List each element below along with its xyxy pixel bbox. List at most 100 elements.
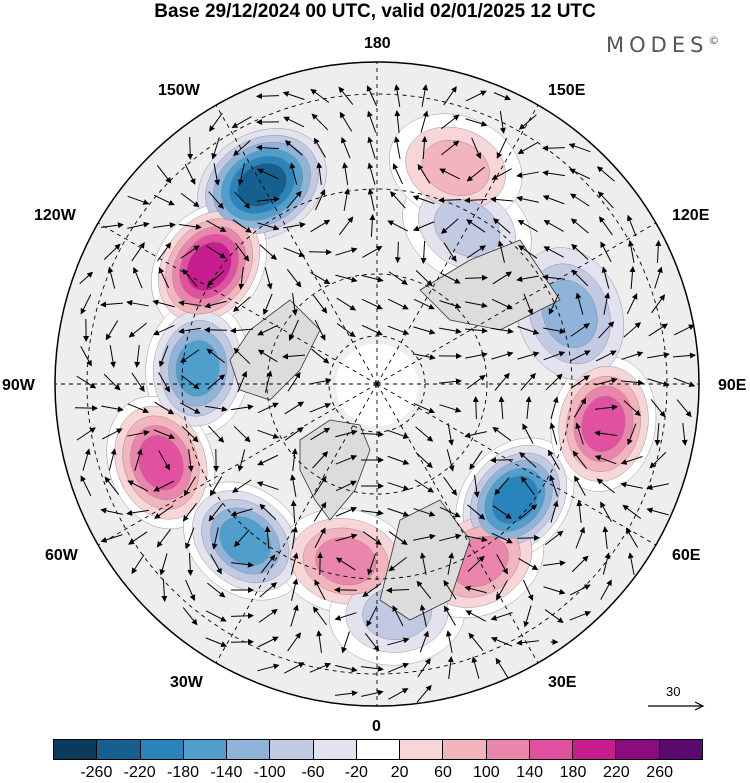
colorbar-swatch bbox=[140, 740, 184, 759]
wind-arrow bbox=[336, 297, 357, 311]
wind-arrow bbox=[310, 219, 331, 233]
colorbar-swatch bbox=[400, 740, 444, 759]
wind-arrow bbox=[336, 323, 356, 338]
wind-arrow bbox=[595, 377, 618, 386]
wind-arrow bbox=[447, 552, 455, 575]
wind-arrow bbox=[623, 322, 642, 338]
wind-arrow bbox=[387, 325, 410, 335]
wind-arrow bbox=[180, 245, 200, 259]
wind-arrow bbox=[646, 483, 669, 491]
wind-arrow bbox=[257, 168, 279, 180]
colorbar-tick-label: 220 bbox=[602, 764, 630, 781]
wind-arrow bbox=[414, 479, 434, 493]
wind-arrow bbox=[204, 300, 227, 309]
colorbar-tick-label: -260 bbox=[80, 764, 113, 781]
wind-arrow bbox=[465, 301, 488, 309]
wind-arrow bbox=[180, 402, 201, 414]
anomaly-contour bbox=[138, 435, 184, 491]
wind-arrow bbox=[257, 429, 280, 439]
wind-arrow bbox=[439, 404, 462, 413]
wind-arrow bbox=[496, 580, 508, 601]
wind-arrow bbox=[388, 531, 408, 546]
lon-label-150w: 150W bbox=[158, 82, 200, 99]
wind-arrow bbox=[394, 241, 401, 264]
wind-arrow bbox=[595, 350, 617, 362]
wind-arrow bbox=[290, 474, 297, 497]
colorbar-tick-label: -140 bbox=[210, 764, 243, 781]
wind-arrow bbox=[620, 456, 643, 465]
wind-arrow bbox=[655, 240, 662, 264]
map-title: Base 29/12/2024 00 UTC, valid 02/01/2025… bbox=[154, 1, 596, 22]
meridian bbox=[215, 383, 378, 664]
colorbar-swatch bbox=[486, 740, 530, 759]
wind-arrow bbox=[287, 371, 301, 392]
latitude-circle bbox=[266, 273, 488, 495]
wind-arrow bbox=[187, 449, 194, 472]
wind-arrow bbox=[518, 245, 538, 259]
lon-label-90e: 90E bbox=[718, 377, 747, 394]
wind-arrow bbox=[387, 662, 410, 673]
wind-arrow bbox=[465, 610, 486, 622]
wind-arrow bbox=[464, 431, 487, 439]
wind-arrow bbox=[233, 425, 251, 443]
wind-arrow bbox=[491, 168, 512, 180]
wind-arrow bbox=[543, 220, 564, 232]
wind-arrow bbox=[335, 665, 358, 673]
meridian bbox=[376, 383, 657, 546]
wind-arrow bbox=[544, 530, 564, 546]
wind-arrow bbox=[182, 607, 198, 626]
wind-arrow bbox=[209, 112, 223, 132]
wind-arrow bbox=[543, 560, 566, 567]
wind-arrow bbox=[205, 405, 228, 412]
wind-arrow bbox=[464, 274, 488, 281]
wind-arrow bbox=[626, 293, 638, 315]
wind-arrow bbox=[627, 423, 637, 446]
wind-arrow bbox=[367, 136, 376, 159]
wind-arrow bbox=[312, 606, 327, 626]
wind-arrow bbox=[180, 374, 200, 390]
wind-arrow bbox=[570, 218, 589, 234]
wind-arrow bbox=[491, 351, 514, 360]
wind-arrow bbox=[492, 505, 512, 519]
wind-arrow bbox=[313, 501, 327, 522]
latitude-circle bbox=[181, 188, 573, 580]
wind-arrow bbox=[179, 223, 202, 230]
wind-arrow bbox=[650, 399, 666, 418]
wind-arrow bbox=[596, 478, 615, 494]
wind-arrow bbox=[491, 327, 514, 334]
wind-arrow bbox=[447, 423, 454, 446]
wind-arrow bbox=[313, 475, 327, 496]
wind-arrow bbox=[627, 240, 635, 263]
colorbar-swatch bbox=[616, 740, 660, 759]
wind-arrow bbox=[335, 429, 358, 438]
wind-arrow bbox=[568, 143, 591, 153]
wind-arrow bbox=[289, 162, 298, 185]
wind-vectors bbox=[74, 84, 696, 703]
wind-arrow bbox=[490, 196, 513, 203]
wind-arrow bbox=[211, 527, 219, 550]
wind-arrow bbox=[206, 245, 227, 259]
wind-arrow bbox=[543, 246, 564, 258]
wind-arrow bbox=[517, 142, 538, 154]
wind-arrow bbox=[673, 377, 696, 387]
wind-arrow bbox=[153, 429, 176, 440]
wind-arrow bbox=[575, 292, 584, 315]
colorbar-tick-label: 260 bbox=[646, 764, 674, 781]
wind-arrow bbox=[468, 632, 484, 651]
colorbar-swatch bbox=[573, 740, 617, 759]
wind-arrow bbox=[178, 300, 201, 307]
wind-arrow bbox=[444, 605, 456, 626]
wind-arrow bbox=[570, 375, 590, 389]
wind-arrow bbox=[387, 637, 410, 646]
wind-arrow bbox=[367, 188, 375, 211]
wind-arrow bbox=[343, 188, 350, 211]
wind-arrow bbox=[109, 345, 116, 368]
wind-arrow bbox=[421, 84, 428, 107]
wind-arrow bbox=[290, 604, 299, 627]
wind-arrow bbox=[388, 688, 409, 700]
wind-arrow bbox=[601, 266, 610, 289]
wind-arrow bbox=[419, 604, 427, 627]
wind-arrow bbox=[465, 90, 487, 102]
wind-arrow bbox=[335, 557, 356, 571]
wind-arrow bbox=[361, 689, 384, 697]
